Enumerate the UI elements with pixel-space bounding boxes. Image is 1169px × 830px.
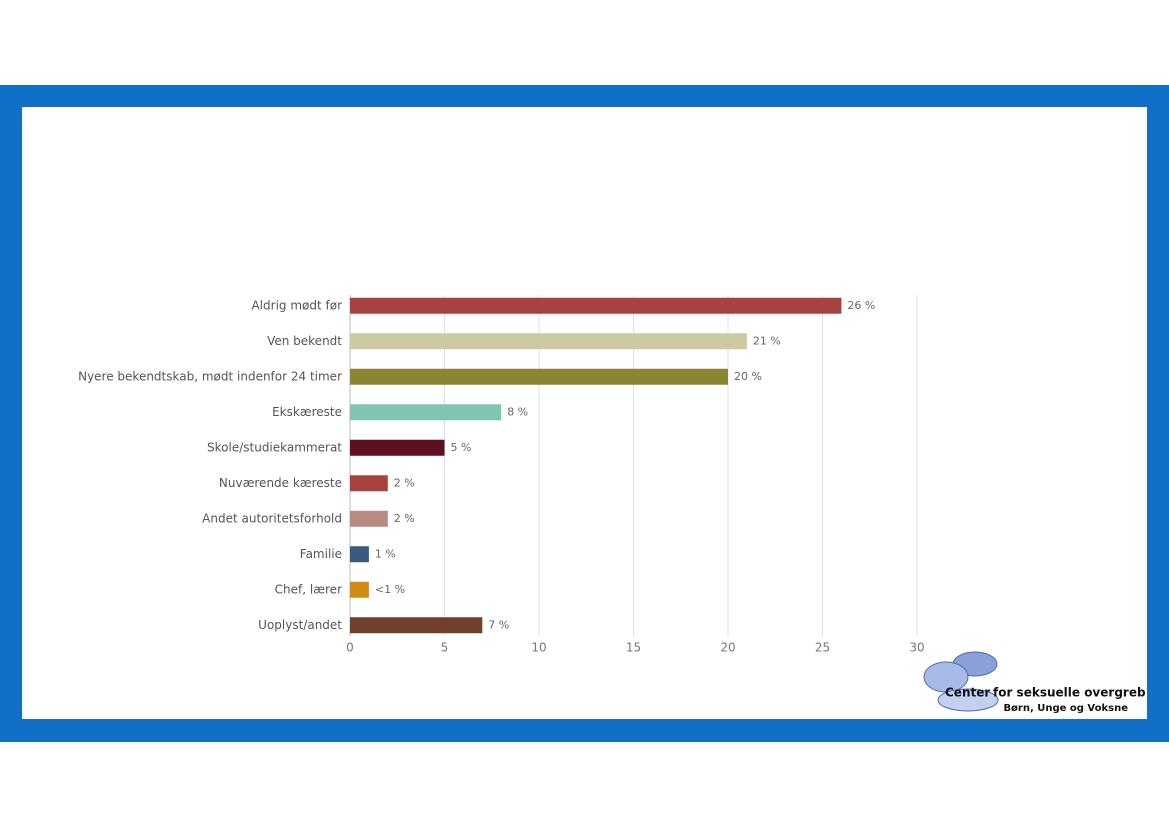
bar [350, 546, 369, 563]
category-label: Andet autoritetsforhold [202, 511, 342, 525]
bar [350, 581, 369, 598]
value-label: 20 % [734, 370, 762, 383]
category-label: Ven bekendt [267, 334, 342, 348]
bar [350, 617, 483, 634]
value-label: 26 % [847, 299, 875, 312]
value-label: 2 % [394, 512, 415, 525]
category-label: Nyere bekendtskab, mødt indenfor 24 time… [78, 369, 342, 383]
logo-text: for seksuelle overgreb [993, 686, 1146, 700]
value-label: 7 % [488, 618, 509, 631]
value-label: 5 % [451, 441, 472, 454]
category-label: Chef, lærer [275, 582, 342, 596]
category-label: Nuværende kæreste [219, 476, 342, 490]
value-label: 21 % [753, 334, 781, 347]
value-label: <1 % [375, 583, 405, 596]
x-tick-label: 0 [346, 641, 354, 655]
x-tick-label: 10 [531, 641, 546, 655]
category-label: Aldrig mødt før [251, 298, 342, 312]
bar [350, 439, 445, 456]
value-label: 1 % [375, 547, 396, 560]
bar [350, 333, 747, 350]
chart: 0 5 10 15 20 25 30 Aldrig mødt før 26 % Ven beken… [78, 295, 925, 655]
x-tick-label: 5 [441, 641, 449, 655]
category-label: Ekskæreste [272, 405, 342, 419]
bar [350, 404, 502, 421]
bar [350, 368, 728, 385]
logo-subtext: Børn, Unge og Voksne [1003, 703, 1128, 714]
category-label: Skole/studiekammerat [207, 440, 342, 454]
x-tick-label: 15 [626, 641, 641, 655]
logo-shape [937, 688, 999, 712]
category-label: Familie [300, 547, 342, 561]
x-tick-label: 20 [720, 641, 735, 655]
x-tick-label: 25 [815, 641, 830, 655]
bar [350, 297, 842, 314]
logo: Center for seksuelle overgreb Børn, Unge… [923, 651, 1146, 714]
logo-word: Center [945, 686, 990, 700]
value-label: 8 % [507, 405, 528, 418]
x-tick-label: 30 [909, 641, 924, 655]
bar [350, 475, 388, 492]
panel [22, 107, 1147, 719]
bar [350, 510, 388, 527]
value-label: 2 % [394, 476, 415, 489]
category-label: Uoplyst/andet [258, 618, 342, 632]
